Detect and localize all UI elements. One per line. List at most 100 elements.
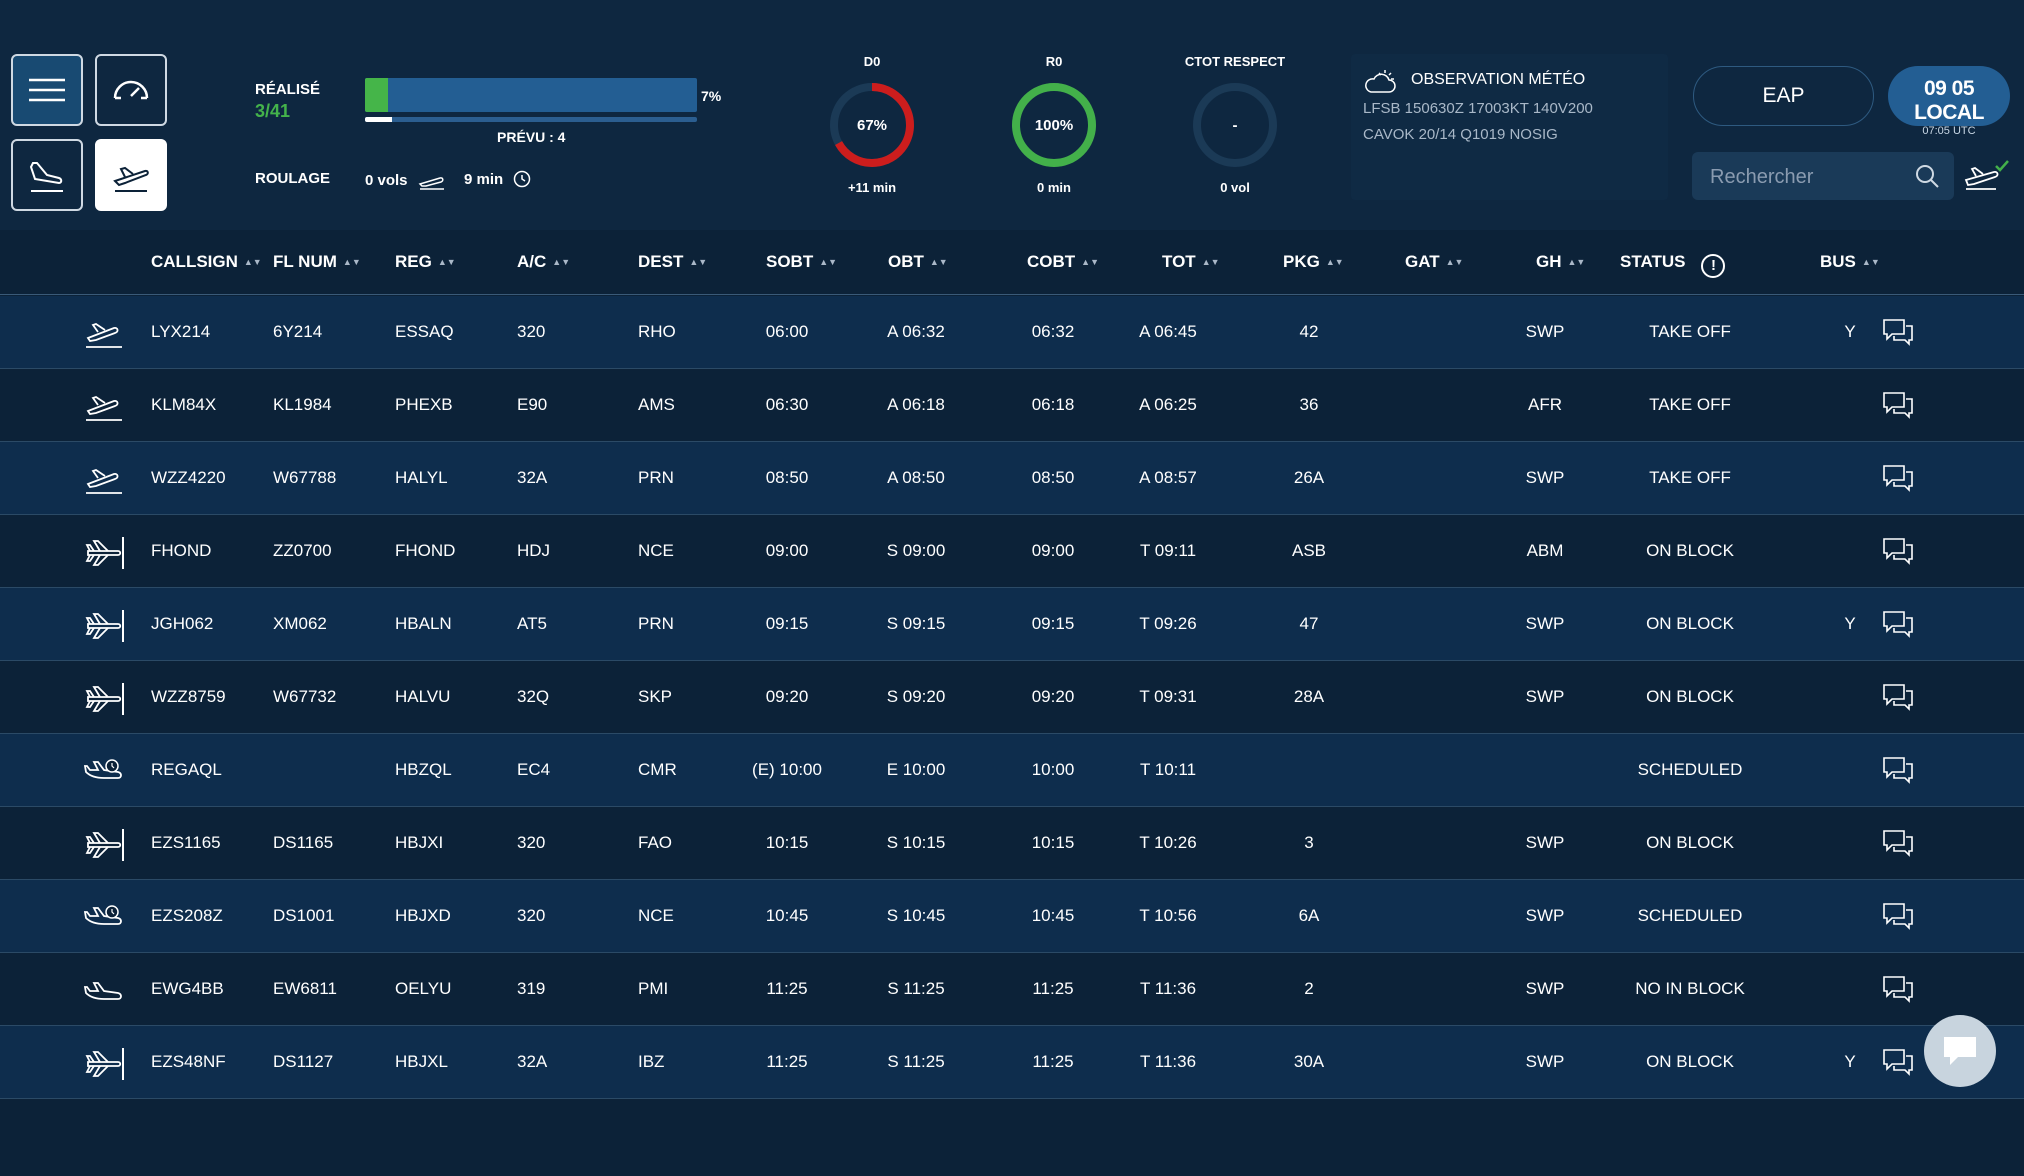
plane-takeoff-icon xyxy=(113,166,149,192)
col-header-ac[interactable]: A/C ▲▼ xyxy=(517,252,571,271)
col-header-sobt[interactable]: SOBT ▲▼ xyxy=(766,252,838,271)
col-header-dest[interactable]: DEST ▲▼ xyxy=(638,252,708,271)
meteo-panel: OBSERVATION MÉTÉO LFSB 150630Z 17003KT 1… xyxy=(1351,54,1668,200)
gauge-ctot-sub: 0 vol xyxy=(1220,180,1250,195)
cell-flnum: DS1001 xyxy=(273,906,335,925)
table-row[interactable]: FHOND ZZ0700 FHOND HDJ NCE 09:00 S 09:00 09:00 T… xyxy=(0,515,2024,588)
cell-dest: CMR xyxy=(638,760,677,779)
col-header-tot[interactable]: TOT ▲▼ xyxy=(1162,252,1220,271)
search-input[interactable] xyxy=(1708,152,1912,202)
table-row[interactable]: REGAQL HBZQL EC4 CMR (E) 10:00 E 10:00 10:00 T … xyxy=(0,734,2024,807)
search-icon[interactable] xyxy=(1914,163,1940,189)
clock-icon xyxy=(513,170,531,188)
departures-button[interactable] xyxy=(95,139,167,211)
cell-gh: SWP xyxy=(1525,833,1565,852)
comment-icon[interactable] xyxy=(1882,464,1914,492)
cell-callsign: REGAQL xyxy=(151,760,222,779)
col-header-status[interactable]: STATUS! xyxy=(1620,252,1726,278)
gauge-r0-title: R0 xyxy=(1045,54,1063,69)
cell-status: ON BLOCK xyxy=(1646,614,1734,633)
plane-takeoff-icon xyxy=(86,396,122,421)
gauge-r0-ring: 100% xyxy=(1012,83,1096,167)
comment-icon[interactable] xyxy=(1882,756,1914,784)
taxi-plane-icon xyxy=(418,177,444,190)
cell-tot: T 10:56 xyxy=(1139,906,1197,925)
cell-reg: HALVU xyxy=(395,687,451,706)
table-row[interactable]: EWG4BB EW6811 OELYU 319 PMI 11:25 S 11:25 11:25… xyxy=(0,953,2024,1026)
clock-badge: 09 05 LOCAL 07:05 UTC xyxy=(1888,66,2010,137)
realise-value: 3/41 xyxy=(255,101,291,121)
cell-cobt: 11:25 xyxy=(1032,1052,1074,1071)
cell-pkg: 6A xyxy=(1298,906,1320,925)
table-row[interactable]: EZS1165 DS1165 HBJXI 320 FAO 10:15 S 10:15 10:1… xyxy=(0,807,2024,880)
cell-ac: 319 xyxy=(517,979,546,998)
cell-sobt: 09:00 xyxy=(765,541,809,560)
clock-local: 09 05 LOCAL xyxy=(1914,77,1984,124)
table-row[interactable]: EZS48NF DS1127 HBJXL 32A IBZ 11:25 S 11:25 11:2… xyxy=(0,1026,2024,1099)
cell-callsign: EZS48NF xyxy=(151,1052,226,1071)
menu-button[interactable] xyxy=(11,54,83,126)
comment-icon[interactable] xyxy=(1882,318,1914,346)
cell-ac: 32A xyxy=(517,1052,548,1071)
cell-cobt: 10:15 xyxy=(1031,833,1075,852)
cell-dest: NCE xyxy=(638,906,674,925)
cell-tot: T 10:11 xyxy=(1139,760,1197,779)
cell-status: TAKE OFF xyxy=(1649,322,1731,341)
col-header-bus[interactable]: BUS ▲▼ xyxy=(1820,252,1880,271)
cell-bus: Y xyxy=(1844,1052,1856,1071)
col-header-pkg[interactable]: PKG ▲▼ xyxy=(1283,252,1344,271)
eap-button[interactable]: EAP xyxy=(1693,66,1874,126)
col-header-flnum[interactable]: FL NUM ▲▼ xyxy=(273,252,361,271)
col-header-gat[interactable]: GAT ▲▼ xyxy=(1405,252,1464,271)
table-row[interactable]: WZZ8759 W67732 HALVU 32Q SKP 09:20 S 09:20 09:2… xyxy=(0,661,2024,734)
comment-icon[interactable] xyxy=(1882,683,1914,711)
col-header-reg[interactable]: REG ▲▼ xyxy=(395,252,456,271)
col-header-obt[interactable]: OBT ▲▼ xyxy=(888,252,948,271)
cell-ac: 320 xyxy=(517,906,546,925)
cell-obt: A 06:18 xyxy=(887,395,945,414)
col-header-callsign[interactable]: CALLSIGN ▲▼ xyxy=(151,252,262,271)
cell-ac: AT5 xyxy=(517,614,547,633)
comment-icon[interactable] xyxy=(1882,610,1914,638)
col-header-gh[interactable]: GH ▲▼ xyxy=(1536,252,1586,271)
cell-tot: T 09:31 xyxy=(1139,687,1197,706)
roulage-vols: 0 vols xyxy=(365,170,446,190)
table-row[interactable]: KLM84X KL1984 PHEXB E90 AMS 06:30 A 06:18 06:18… xyxy=(0,369,2024,442)
cell-sobt: 11:25 xyxy=(766,1052,808,1071)
status-info-icon[interactable]: ! xyxy=(1701,254,1726,278)
cell-cobt: 09:15 xyxy=(1031,614,1075,633)
cell-flnum: ZZ0700 xyxy=(273,541,332,560)
dashboard-button[interactable] xyxy=(95,54,167,126)
col-header-cobt[interactable]: COBT ▲▼ xyxy=(1027,252,1099,271)
comment-icon[interactable] xyxy=(1882,902,1914,930)
cell-dest: PMI xyxy=(638,979,669,998)
cell-pkg: 47 xyxy=(1299,614,1319,633)
arrivals-button[interactable] xyxy=(11,139,83,211)
comment-icon[interactable] xyxy=(1882,391,1914,419)
comment-icon[interactable] xyxy=(1882,829,1914,857)
table-row[interactable]: JGH062 XM062 HBALN AT5 PRN 09:15 S 09:15 09:15 T… xyxy=(0,588,2024,661)
cell-dest: FAO xyxy=(638,833,673,852)
plane-onblock-icon xyxy=(85,537,124,569)
cell-gh: SWP xyxy=(1525,979,1565,998)
chat-fab-button[interactable] xyxy=(1924,1015,1996,1087)
plane-scheduled-icon xyxy=(83,905,122,925)
cell-tot: T 11:36 xyxy=(1139,979,1197,998)
comment-icon[interactable] xyxy=(1882,1048,1914,1076)
cell-dest: SKP xyxy=(638,687,673,706)
cell-reg: ESSAQ xyxy=(395,322,454,341)
cell-ac: HDJ xyxy=(517,541,551,560)
table-row[interactable]: EZS208Z DS1001 HBJXD 320 NCE 10:45 S 10:45 10:4… xyxy=(0,880,2024,953)
cell-dest: PRN xyxy=(638,614,674,633)
prevu-progress-bar xyxy=(365,117,697,122)
cell-bus: Y xyxy=(1844,322,1856,341)
plane-check-icon[interactable] xyxy=(1962,156,2010,192)
comment-icon[interactable] xyxy=(1882,537,1914,565)
cell-dest: PRN xyxy=(638,468,674,487)
comment-icon[interactable] xyxy=(1882,975,1914,1003)
table-row[interactable]: LYX214 6Y214 ESSAQ 320 RHO 06:00 A 06:32 06:32 A… xyxy=(0,296,2024,369)
cell-callsign: LYX214 xyxy=(151,322,211,341)
meteo-line1: LFSB 150630Z 17003KT 140V200 xyxy=(1363,100,1593,117)
cell-dest: RHO xyxy=(638,322,676,341)
table-row[interactable]: WZZ4220 W67788 HALYL 32A PRN 08:50 A 08:50 08:5… xyxy=(0,442,2024,515)
